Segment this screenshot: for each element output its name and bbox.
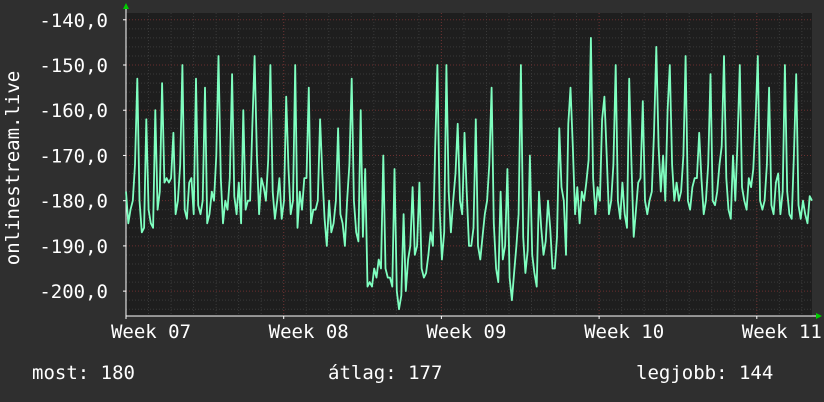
y-tick-label: -140,0: [39, 10, 108, 32]
x-tick-label: Week 11: [742, 321, 822, 343]
x-axis-arrow: [816, 313, 822, 319]
x-tick-label: Week 10: [584, 321, 664, 343]
y-tick-label: -200,0: [39, 281, 108, 303]
y-tick-label: -160,0: [39, 100, 108, 122]
y-tick-label: -180,0: [39, 191, 108, 213]
x-tick-label: Week 08: [269, 321, 349, 343]
series-group: [125, 37, 813, 311]
axes: [123, 3, 822, 319]
x-tick-label: Week 09: [426, 321, 506, 343]
series-line-0: [125, 37, 813, 311]
legend-best: legjobb: 144: [636, 362, 774, 384]
y-tick-label: -190,0: [39, 236, 108, 258]
legend-average: átlag: 177: [328, 362, 443, 384]
x-tick-label: Week 07: [111, 321, 191, 343]
y-tick-label: -170,0: [39, 145, 108, 167]
y-tick-labels: -140,0 -150,0 -160,0 -170,0 -180,0 -190,0 -200…: [39, 10, 108, 303]
legend-current: most: 180: [32, 362, 135, 384]
y-axis-arrow: [123, 3, 129, 9]
x-tick-labels: Week 07 Week 08 Week 09 Week 10 Week 11: [111, 321, 822, 343]
y-axis-label: onlinestream.live: [2, 71, 24, 265]
y-tick-label: -150,0: [39, 55, 108, 77]
